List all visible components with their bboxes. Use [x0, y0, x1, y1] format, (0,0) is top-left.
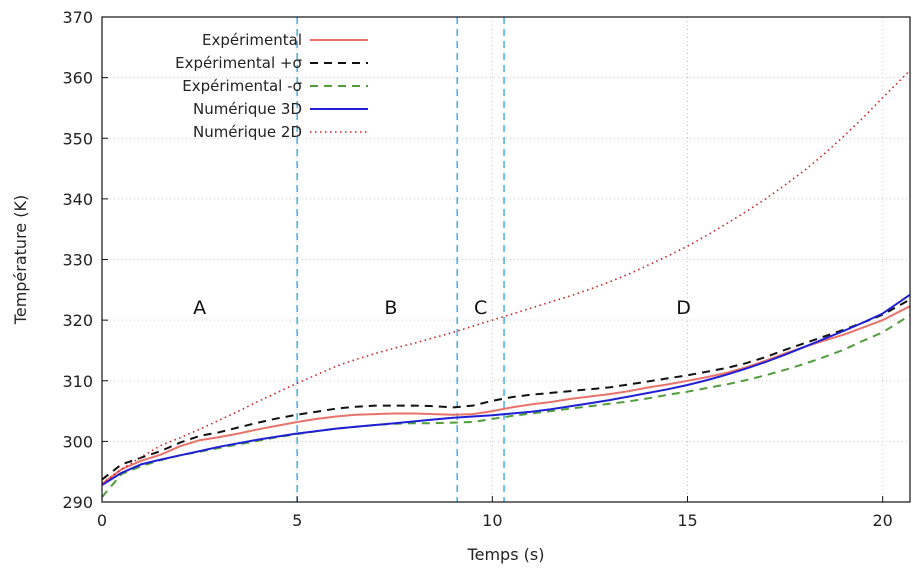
region-label-a: A: [193, 297, 206, 319]
y-tick-label: 350: [62, 129, 93, 148]
y-tick-label: 320: [62, 311, 93, 330]
y-tick-label: 310: [62, 372, 93, 391]
x-axis-title: Temps (s): [467, 545, 545, 564]
region-labels: A B C D: [193, 297, 691, 319]
y-tick-label: 290: [62, 493, 93, 512]
x-tick-label: 5: [292, 511, 302, 530]
legend-label-3: Expérimental -σ: [182, 77, 302, 95]
y-axis-title: Température (K): [11, 195, 30, 325]
region-label-b: B: [384, 297, 397, 319]
region-dividers: [296, 17, 505, 502]
legend: Expérimental Expérimental +σ Expérimental …: [175, 31, 368, 141]
y-tick-label: 300: [62, 432, 93, 451]
plot-frame: [101, 16, 911, 503]
legend-label-4: Numérique 3D: [193, 100, 302, 118]
legend-label-5: Numérique 2D: [193, 123, 302, 141]
series-line-3: [101, 314, 911, 498]
tick-labels: 0 5 10 15 20 290 300 310 320 330 340 350 360 370: [62, 8, 892, 530]
y-tick-label: 370: [62, 8, 93, 27]
y-tick-label: 340: [62, 190, 93, 209]
legend-label-2: Expérimental +σ: [175, 54, 302, 72]
legend-label-1: Expérimental: [202, 31, 302, 49]
y-tick-label: 360: [62, 69, 93, 88]
series-lines: [101, 69, 911, 498]
series-line-5: [101, 69, 911, 485]
x-tick-label: 10: [482, 511, 502, 530]
region-label-d: D: [676, 297, 691, 319]
series-line-2: [101, 298, 911, 481]
series-line-4: [101, 293, 911, 486]
x-tick-label: 15: [677, 511, 697, 530]
x-tick-label: 20: [872, 511, 892, 530]
region-label-c: C: [474, 297, 487, 319]
y-tick-label: 330: [62, 251, 93, 270]
series-line-1: [101, 305, 911, 485]
x-tick-label: 0: [97, 511, 107, 530]
